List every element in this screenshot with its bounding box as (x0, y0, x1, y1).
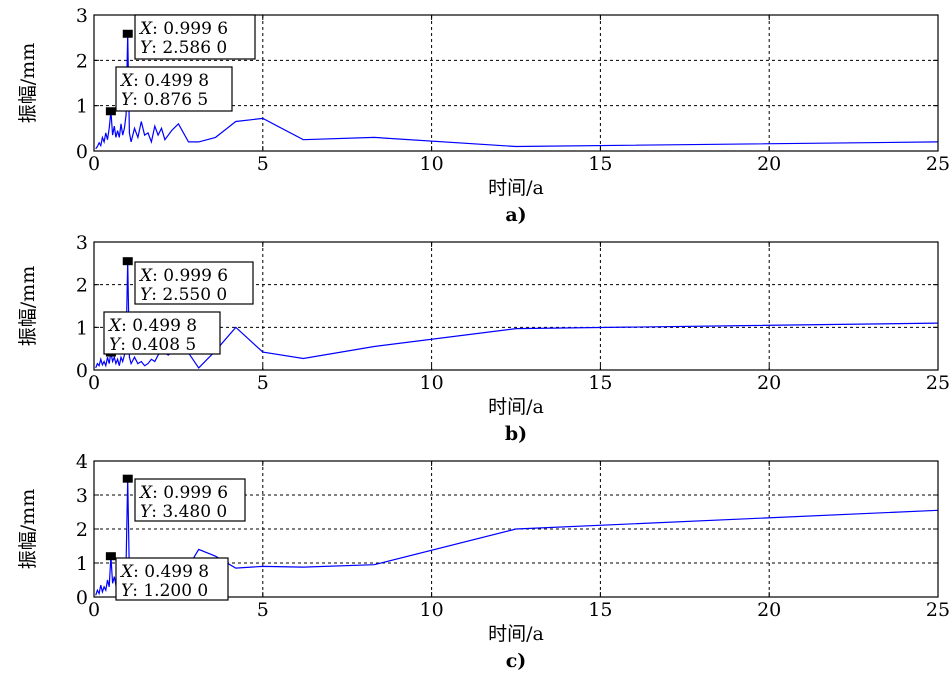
datatip-y-text: Y: 0.408 5 (109, 335, 196, 355)
y-tick-label: 2 (76, 519, 88, 541)
x-tick-label: 0 (88, 599, 100, 621)
y-tick-label: 4 (76, 451, 88, 473)
x-tick-label: 5 (257, 599, 269, 621)
datatip-box (134, 261, 254, 305)
datatip-y-text: Y: 2.550 0 (140, 285, 227, 305)
x-tick-label: 25 (926, 372, 950, 394)
x-tick-label: 15 (588, 372, 612, 394)
datatip-marker (122, 257, 133, 266)
y-tick-label: 0 (76, 587, 88, 609)
datatip-y-text: Y: 1.200 0 (121, 581, 208, 601)
datatip-x-text: X: 0.499 8 (119, 71, 209, 91)
chart-panel-2: 0 5 10 15 20 25 0 1 2 3 时间/a 振幅/mm b) X: 0.999 6Y: 2.… (17, 232, 950, 445)
datatip-box (115, 66, 233, 112)
x-tick-label: 20 (757, 372, 781, 394)
y-tick-label: 2 (76, 50, 88, 72)
x-axis-label: 时间/a (488, 396, 544, 418)
datatip-marker (105, 107, 116, 116)
datatip-box (115, 557, 229, 601)
x-tick-label: 10 (420, 599, 444, 621)
x-tick-label: 20 (757, 153, 781, 175)
x-axis-label: 时间/a (488, 177, 544, 199)
x-tick-label: 0 (88, 372, 100, 394)
y-axis-label: 振幅/mm (17, 266, 39, 346)
data-series-line (95, 33, 939, 150)
datatip-x-text: X: 0.999 6 (138, 483, 228, 503)
y-tick-label: 1 (76, 96, 88, 118)
datatip-x-text: X: 0.999 6 (138, 266, 228, 286)
y-tick-label: 3 (76, 485, 88, 507)
panel-label: b) (505, 423, 527, 445)
datatip-marker (122, 29, 133, 38)
x-tick-label: 15 (588, 153, 612, 175)
data-series-line (95, 261, 939, 369)
datatip-x-text: X: 0.499 8 (119, 562, 209, 582)
y-tick-label: 3 (76, 232, 88, 254)
x-axis-label: 时间/a (488, 623, 544, 645)
y-tick-label: 0 (76, 141, 88, 163)
datatip-y-text: Y: 2.586 0 (140, 38, 227, 58)
x-tick-label: 0 (88, 153, 100, 175)
x-tick-label: 10 (420, 372, 444, 394)
y-tick-label: 3 (76, 5, 88, 27)
x-tick-label: 5 (257, 153, 269, 175)
axes-frame (93, 14, 939, 152)
x-tick-label: 10 (420, 153, 444, 175)
x-tick-label: 25 (926, 153, 950, 175)
y-axis-label: 振幅/mm (17, 43, 39, 123)
x-tick-label: 5 (257, 372, 269, 394)
y-tick-label: 1 (76, 317, 88, 339)
y-axis-label: 振幅/mm (17, 489, 39, 569)
chart-panel-1: 0 5 10 15 20 25 0 1 2 3 时间/a 振幅/mm a) X: 0.999 6Y: 2.… (17, 5, 950, 226)
y-tick-label: 0 (76, 360, 88, 382)
y-tick-label: 2 (76, 275, 88, 297)
datatip-box (134, 14, 256, 60)
datatip-marker (122, 474, 133, 483)
chart-panel-3: 0 5 10 15 20 25 0 1 2 3 4 时间/a 振幅/mm c) X: 0.999 6Y: 3… (17, 451, 950, 672)
x-tick-label: 20 (757, 599, 781, 621)
x-tick-label: 25 (926, 599, 950, 621)
datatip-x-text: X: 0.999 6 (138, 19, 228, 39)
datatip-box (103, 311, 221, 355)
y-tick-label: 1 (76, 553, 88, 575)
x-tick-label: 15 (588, 599, 612, 621)
datatip-box (134, 478, 246, 522)
datatip-marker (105, 552, 116, 561)
panel-label: a) (505, 204, 526, 226)
datatip-y-text: Y: 0.876 5 (121, 90, 208, 110)
datatip-y-text: Y: 3.480 0 (140, 502, 227, 522)
axes-frame (93, 241, 939, 371)
datatip-x-text: X: 0.499 8 (107, 316, 197, 336)
panel-label: c) (506, 650, 527, 672)
